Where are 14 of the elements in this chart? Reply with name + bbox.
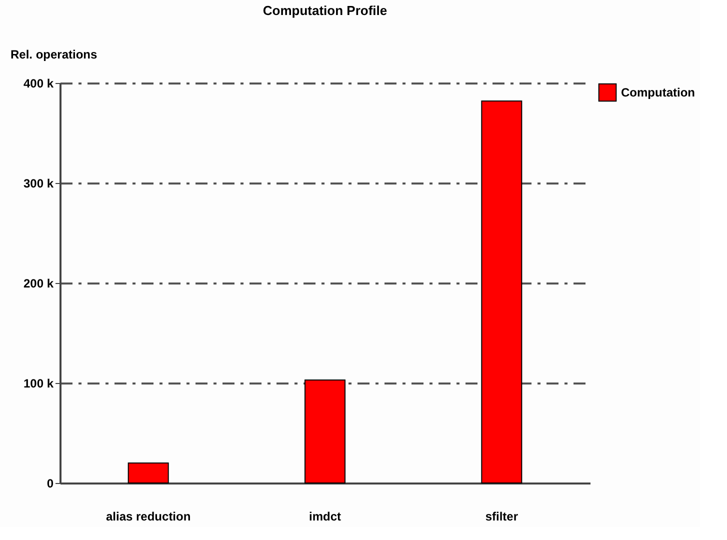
y-tick-label: 400 k xyxy=(23,76,54,90)
y-tick-label: 300 k xyxy=(23,176,54,190)
legend-label: Computation xyxy=(621,86,695,100)
x-tick-label: sfilter xyxy=(485,510,518,524)
y-tick-label: 0 xyxy=(46,476,54,490)
y-tick-label: 200 k xyxy=(23,276,54,290)
bar xyxy=(304,380,346,484)
x-tick-label: alias reduction xyxy=(106,510,191,524)
y-tick-label: 100 k xyxy=(23,376,54,390)
y-axis-title: Rel. operations xyxy=(10,48,98,62)
bar xyxy=(481,100,522,484)
bar xyxy=(128,462,169,484)
chart-title: Computation Profile xyxy=(262,3,388,18)
x-tick-label: imdct xyxy=(308,510,342,524)
